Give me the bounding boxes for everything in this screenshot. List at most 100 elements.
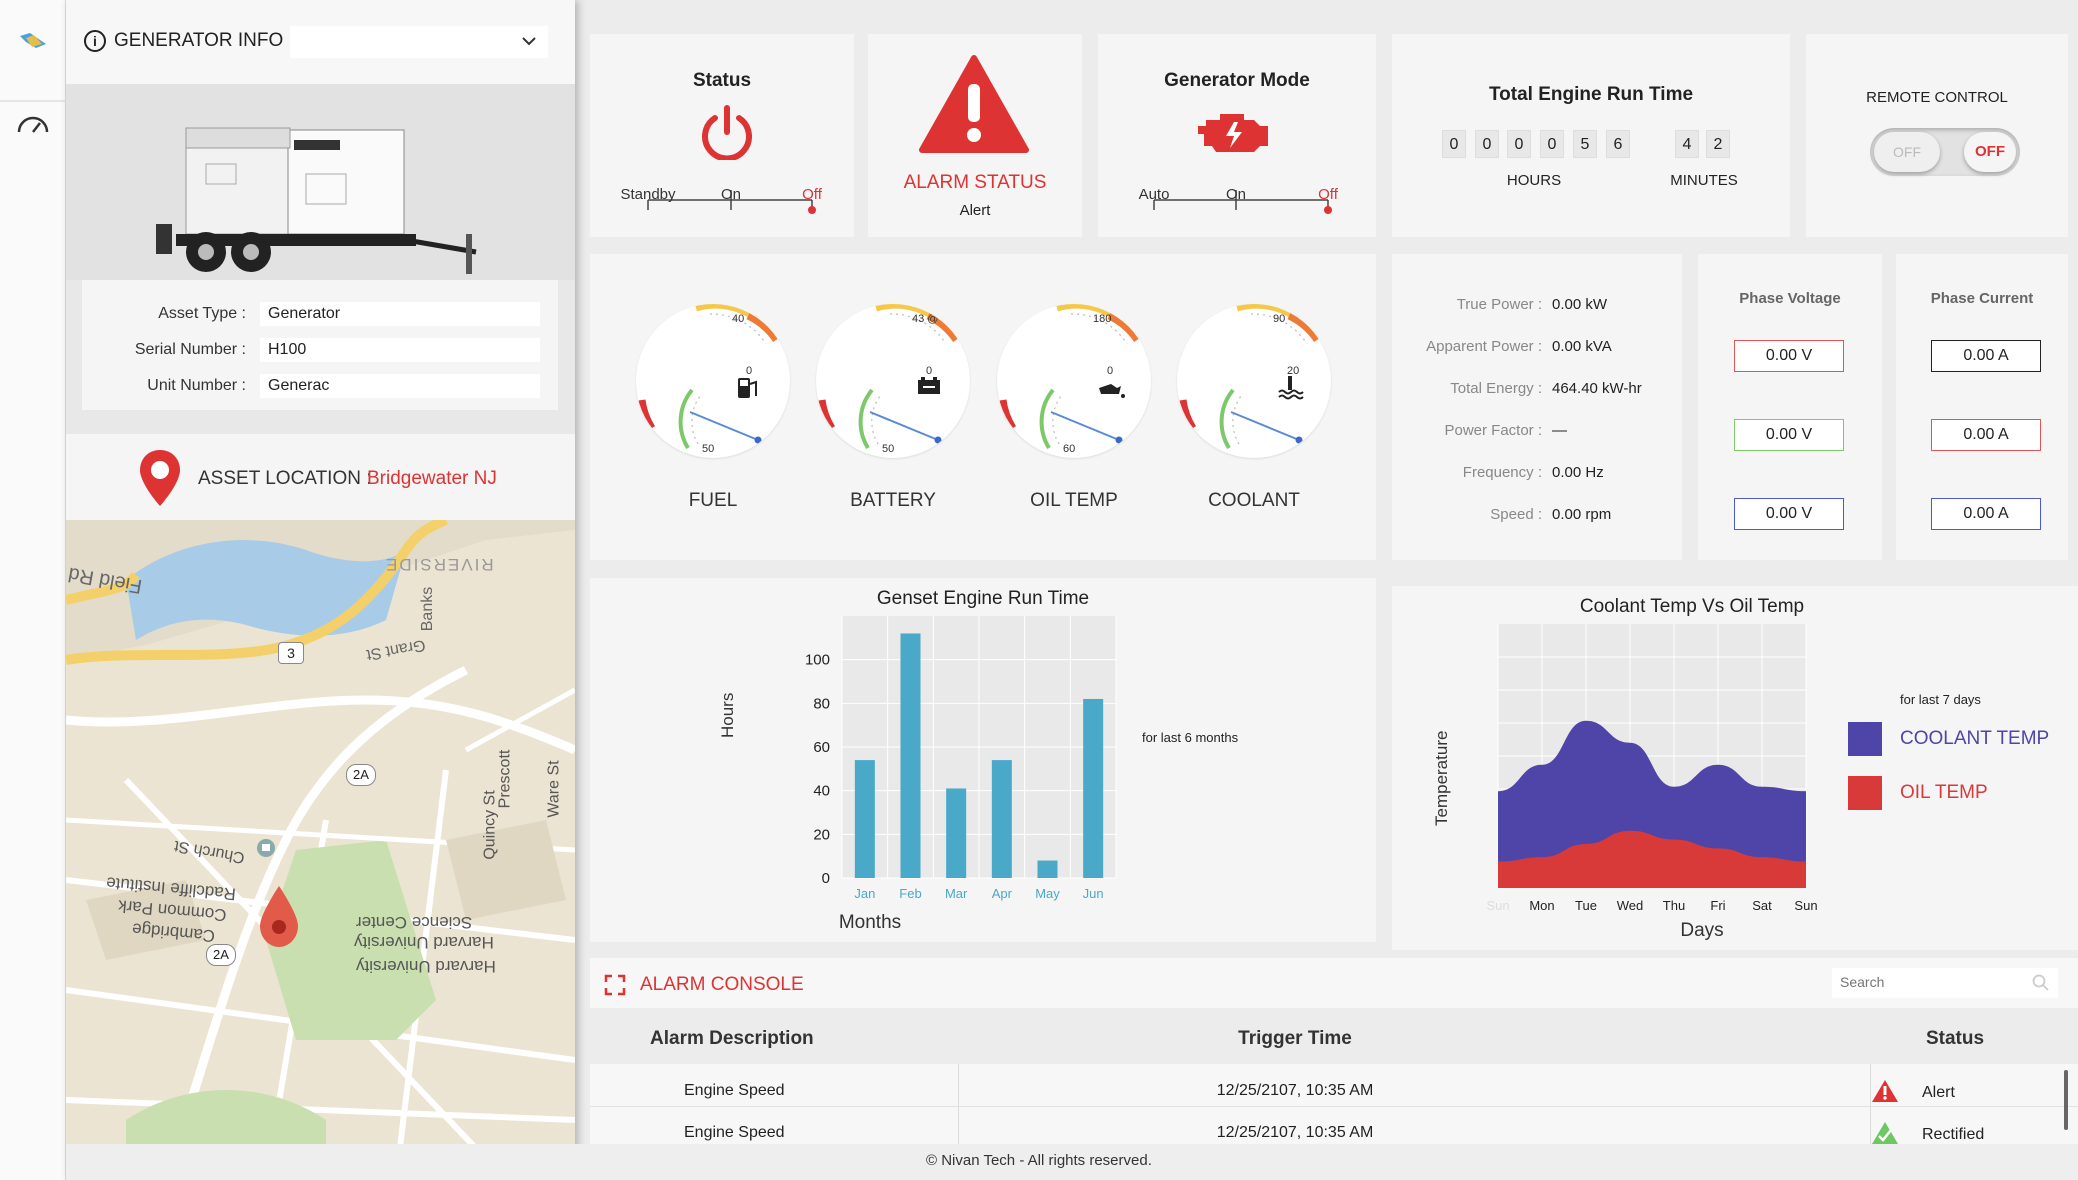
status-title: Status (692, 70, 752, 91)
status-option-off[interactable]: Off (802, 186, 822, 203)
mode-option-off[interactable]: Off (1318, 186, 1338, 203)
power-stat-value: — (1552, 422, 1567, 439)
mode-option-on[interactable]: On (1225, 186, 1246, 203)
gauge-tick-mid: 0 (926, 365, 932, 377)
gauge-tick-top: 43 @ (912, 313, 938, 325)
hours-digit: 0 (1442, 130, 1466, 158)
area-chart: Sun Mon Tue Wed Thu Fri Sat Sun (1486, 624, 1818, 913)
mode-option-auto[interactable]: Auto (1138, 186, 1170, 203)
gauge-label: BATTERY (850, 490, 936, 511)
alarm-search-input[interactable] (1832, 968, 2012, 996)
power-stat-value: 0.00 Hz (1552, 464, 1604, 481)
location-pin-icon (140, 450, 180, 506)
bar-apr (991, 760, 1012, 878)
engine-run-time-chart-card: Genset Engine Run Time for last 6 months… (590, 578, 1376, 942)
toggle-off-knob: OFF (1874, 132, 1940, 172)
power-stat-label: Speed : (1490, 506, 1542, 523)
asset-location-bar: ASSET LOCATION : Bridgewater NJ (66, 434, 575, 520)
minutes-digit: 2 (1706, 130, 1730, 158)
warning-icon (919, 55, 1029, 153)
phase-current-title: Phase Current (1930, 290, 2034, 307)
remote-control-toggle[interactable]: OFF OFF (1870, 128, 2020, 176)
alarm-status-title: ALARM STATUS (903, 172, 1047, 193)
alarm-header-time: Trigger Time (1238, 1028, 1352, 1049)
generator-select[interactable] (290, 26, 548, 58)
power-stats-card (1392, 254, 1682, 560)
gauge-tick-top: 90 (1273, 313, 1285, 325)
area-series-oil (1498, 830, 1806, 888)
phase-voltage-title: Phase Voltage (1739, 290, 1841, 307)
oil-can-icon (1099, 384, 1125, 398)
power-stat-value: 0.00 rpm (1552, 506, 1612, 523)
bar-chart-ytick: 40 (813, 783, 830, 800)
gauge-tick-bottom: 50 (882, 443, 894, 455)
bar-chart-ytick: 60 (813, 739, 830, 756)
gauge-tick-mid: 0 (746, 365, 752, 377)
unit-number-value: Generac (260, 374, 540, 398)
phase-voltage-value: 0.00 V (1734, 498, 1844, 530)
footer: © Nivan Tech - All rights reserved. (66, 1144, 2078, 1180)
asset-map[interactable]: RIVERSIDE Field Rd Grant St Banks 3 2A 2… (66, 520, 575, 1180)
toggle-off-label: OFF (1964, 132, 2016, 172)
app-logo-icon[interactable] (18, 30, 48, 50)
hours-digit: 0 (1540, 130, 1564, 158)
gauge-fuel: 40 0 50 (636, 304, 790, 458)
power-stat-label: Frequency : (1462, 464, 1542, 481)
alarm-console: ALARM CONSOLE Alarm Description Trigger … (590, 958, 2078, 1144)
map-label-banks: Banks (419, 586, 437, 632)
area-chart-xtick: Tue (1575, 898, 1597, 913)
expand-icon[interactable] (604, 974, 626, 996)
area-chart-xtick: Wed (1617, 898, 1644, 913)
gauge-label: COOLANT (1208, 490, 1300, 511)
alarm-row-time: 12/25/2107, 10:35 AM (1216, 1124, 1374, 1141)
legend-oil-swatch (1848, 776, 1882, 810)
bar-chart-title: Genset Engine Run Time (876, 588, 1090, 609)
map-marker-icon[interactable] (256, 884, 302, 950)
dashboard-gauge-icon[interactable] (16, 112, 50, 136)
gauge-coolant: 90 20 (1177, 304, 1331, 458)
status-selector[interactable] (590, 154, 854, 214)
map-label-riverside: RIVERSIDE (384, 555, 494, 574)
alarm-search[interactable] (1832, 968, 2058, 998)
alarm-table-header (590, 1008, 2078, 1064)
alarm-row-description: Engine Speed (684, 1082, 785, 1099)
power-stat-value: 0.00 kVA (1552, 338, 1612, 355)
info-icon: i (84, 30, 106, 52)
bar-chart-ytick: 80 (813, 695, 830, 712)
nav-rail (0, 0, 66, 1180)
serial-number-label: Serial Number : (134, 341, 246, 358)
alarm-row-status: Rectified (1922, 1126, 1985, 1143)
minutes-digit: 4 (1675, 130, 1699, 158)
legend-oil-label: OIL TEMP (1900, 782, 1988, 803)
status-option-on[interactable]: On (720, 186, 741, 203)
search-icon (2032, 974, 2049, 991)
bar-chart-xtick: Apr (992, 886, 1013, 901)
remote-control-card: REMOTE CONTROL OFF OFF (1806, 34, 2068, 237)
gauge-tick-top: 40 (732, 313, 744, 325)
phase-voltage-value: 0.00 V (1734, 340, 1844, 372)
unit-number-label: Unit Number : (147, 377, 246, 394)
mode-selector[interactable] (1098, 154, 1376, 214)
check-icon (1872, 1122, 1898, 1144)
status-option-standby[interactable]: Standby (620, 186, 676, 203)
map-label-prescott: Prescott (496, 749, 514, 809)
gauge-tick-mid: 0 (1107, 365, 1113, 377)
alarm-table-scrollbar[interactable] (2064, 1070, 2068, 1130)
gauge-tick-bottom: 60 (1063, 443, 1075, 455)
generator-info-header: i GENERATOR INFO (66, 0, 575, 84)
coolant-icon (1278, 376, 1304, 400)
area-chart-title: Coolant Temp Vs Oil Temp (1579, 596, 1805, 617)
power-stat-value: 464.40 kW-hr (1552, 380, 1642, 397)
area-chart-xtick: Sun (1486, 898, 1509, 913)
bar-chart-xtick: Mar (945, 886, 968, 901)
bar-chart-xtick: Jan (854, 886, 875, 901)
alarm-header-description: Alarm Description (650, 1028, 814, 1049)
phase-current-value: 0.00 A (1931, 340, 2041, 372)
asset-type-label: Asset Type : (158, 305, 246, 322)
bar-chart-xtick: Jun (1083, 886, 1104, 901)
engine-run-time-card: Total Engine Run Time 0 0 0 0 5 6 4 2 HO… (1392, 34, 1790, 237)
legend-coolant-swatch (1848, 722, 1882, 756)
remote-control-title: REMOTE CONTROL (1866, 89, 2008, 106)
area-chart-xlabel: Days (1680, 920, 1724, 941)
map-label-harvard-university-2: Harvard University (356, 957, 496, 976)
